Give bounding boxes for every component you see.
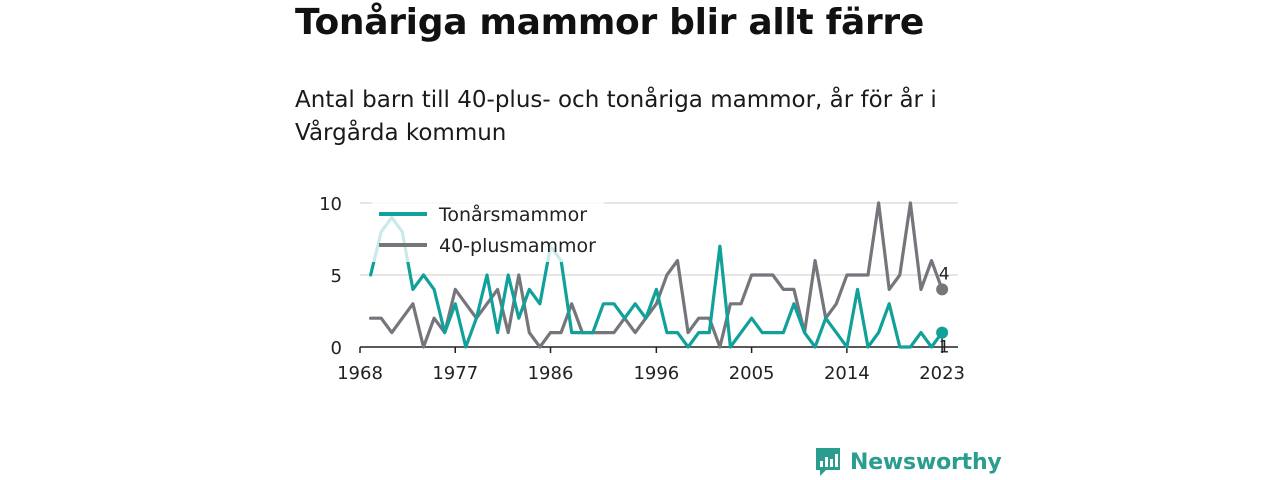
x-tick-label: 2014: [824, 363, 870, 384]
y-tick-label: 0: [331, 338, 342, 359]
x-tick-label: 1968: [337, 363, 383, 384]
x-tick-label: 1996: [633, 363, 679, 384]
end-value-label: 4: [939, 264, 950, 284]
legend: Tonårsmammor 40-plusmammor: [372, 198, 604, 262]
x-tick-label: 1986: [528, 363, 574, 384]
chart-title: Tonåriga mammor blir allt färre: [295, 2, 924, 43]
series-line-40-plusmammor: [369, 201, 944, 349]
legend-label: 40-plusmammor: [439, 235, 596, 257]
end-point: [936, 283, 949, 296]
end-value-label: 1: [939, 338, 950, 358]
newsworthy-icon: [816, 448, 840, 476]
brand-name: Newsworthy: [850, 449, 1002, 475]
x-tick-label: 2005: [729, 363, 775, 384]
series-lines: [369, 201, 944, 349]
chart-subtitle: Antal barn till 40-plus- och tonåriga ma…: [295, 87, 937, 146]
newsworthy-logo: Newsworthy: [814, 446, 1002, 478]
y-axis: 0 5 10: [319, 194, 342, 359]
series-line-tonarsmammor: [369, 215, 944, 349]
x-tick-label: 2023: [919, 363, 965, 384]
end-point: [936, 326, 949, 339]
legend-background: [372, 198, 604, 262]
y-tick-label: 10: [319, 194, 342, 215]
end-markers: 14: [936, 264, 950, 358]
legend-label: Tonårsmammor: [438, 203, 587, 226]
x-tick-label: 1977: [432, 363, 478, 384]
y-tick-label: 5: [331, 266, 342, 287]
x-axis: 1968 1977 1986 1996 2005 2014 2023: [337, 346, 965, 384]
